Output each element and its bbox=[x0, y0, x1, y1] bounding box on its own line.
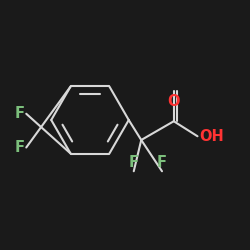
Text: F: F bbox=[14, 140, 24, 155]
Text: OH: OH bbox=[199, 129, 224, 144]
Text: O: O bbox=[168, 94, 180, 109]
Text: F: F bbox=[14, 106, 24, 121]
Text: F: F bbox=[129, 155, 139, 170]
Text: F: F bbox=[157, 155, 167, 170]
